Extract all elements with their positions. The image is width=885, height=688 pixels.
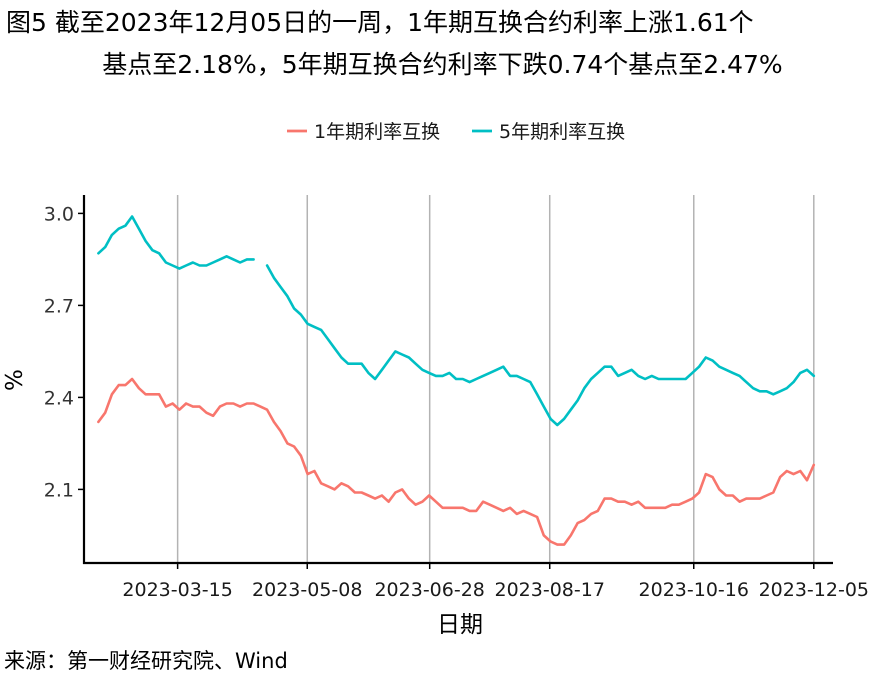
x-tick-label: 2023-12-05 xyxy=(759,579,869,601)
legend-label-1: 1年期利率互换 xyxy=(314,121,440,143)
title-line-2: 基点至2.18%，5年期互换合约利率下跌0.74个基点至2.47% xyxy=(102,50,783,79)
x-tick-label: 2023-10-16 xyxy=(639,579,749,601)
y-tick-label: 2.4 xyxy=(44,387,74,409)
title-line-1: 图5 截至2023年12月05日的一周，1年期互换合约利率上涨1.61个 xyxy=(6,8,754,37)
source-note: 来源：第一财经研究院、Wind xyxy=(4,649,288,673)
y-tick-label: 2.1 xyxy=(44,479,74,501)
x-tick-label: 2023-06-28 xyxy=(374,579,484,601)
x-axis-title: 日期 xyxy=(437,612,483,638)
x-tick-label: 2023-05-08 xyxy=(252,579,362,601)
y-axis-title: % xyxy=(2,369,28,391)
legend-label-2: 5年期利率互换 xyxy=(499,121,625,143)
x-tick-label: 2023-03-15 xyxy=(122,579,232,601)
series-line-2 xyxy=(97,215,816,427)
y-tick-label: 3.0 xyxy=(44,203,74,225)
series-line-1 xyxy=(97,377,816,546)
x-tick-label: 2023-08-17 xyxy=(495,579,605,601)
y-tick-label: 2.7 xyxy=(44,295,74,317)
